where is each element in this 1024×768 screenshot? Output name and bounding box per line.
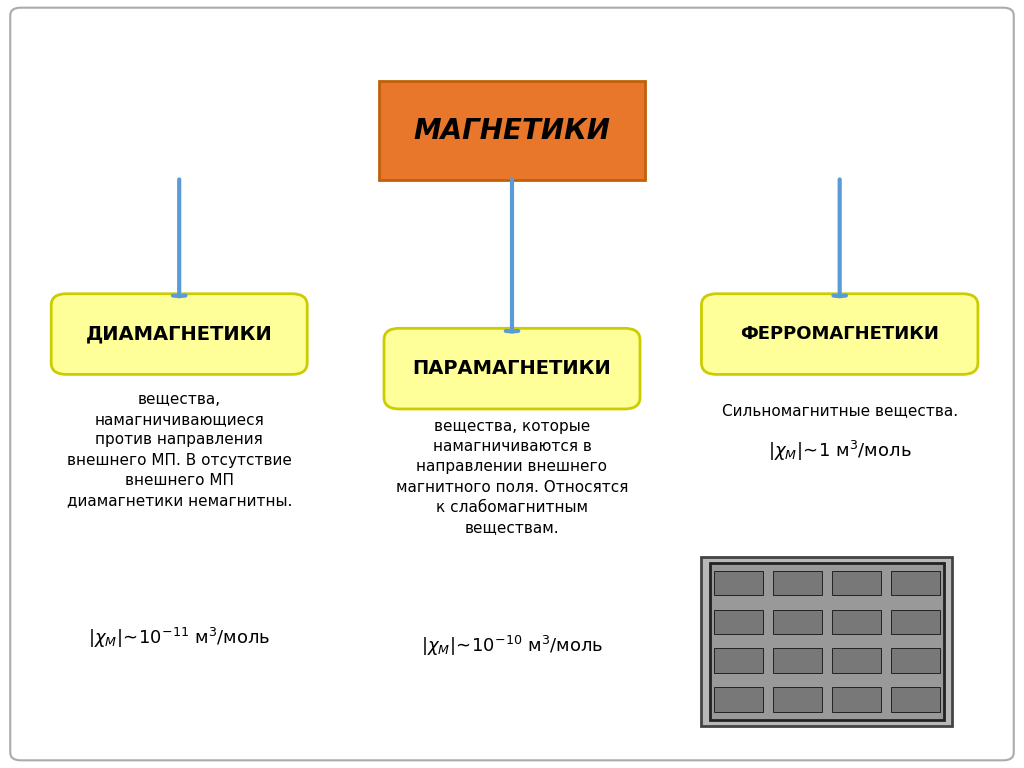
Bar <box>710 563 944 720</box>
Text: вещества, которые
намагничиваются в
направлении внешнего
магнитного поля. Относя: вещества, которые намагничиваются в напр… <box>396 419 628 535</box>
Bar <box>773 648 822 673</box>
Bar <box>831 610 881 634</box>
Bar <box>831 687 881 712</box>
FancyBboxPatch shape <box>384 329 640 409</box>
Bar <box>773 571 822 595</box>
Text: ФЕРРОМАГНЕТИКИ: ФЕРРОМАГНЕТИКИ <box>740 325 939 343</box>
Text: $|\chi_M|\!\sim\!10^{-11}$ м$^3$/моль: $|\chi_M|\!\sim\!10^{-11}$ м$^3$/моль <box>88 626 270 650</box>
Text: ПАРАМАГНЕТИКИ: ПАРАМАГНЕТИКИ <box>413 359 611 378</box>
Bar <box>891 648 940 673</box>
FancyBboxPatch shape <box>701 294 978 375</box>
FancyBboxPatch shape <box>379 81 645 180</box>
FancyBboxPatch shape <box>51 294 307 375</box>
Text: вещества,
намагничивающиеся
против направления
внешнего МП. В отсутствие
внешнег: вещества, намагничивающиеся против напра… <box>67 392 292 508</box>
Bar <box>773 687 822 712</box>
Bar <box>831 571 881 595</box>
Bar <box>891 571 940 595</box>
Bar <box>701 557 952 726</box>
Bar <box>831 648 881 673</box>
Bar <box>891 687 940 712</box>
Bar <box>714 571 763 595</box>
Text: $|\chi_M|\!\sim\!10^{-10}$ м$^3$/моль: $|\chi_M|\!\sim\!10^{-10}$ м$^3$/моль <box>421 634 603 657</box>
Bar <box>714 687 763 712</box>
Bar <box>891 610 940 634</box>
Bar <box>714 610 763 634</box>
Text: МАГНЕТИКИ: МАГНЕТИКИ <box>414 117 610 144</box>
Bar <box>773 610 822 634</box>
Text: Сильномагнитные вещества.: Сильномагнитные вещества. <box>722 403 957 419</box>
Text: $|\chi_M|\!\sim\! 1$ м$^3$/моль: $|\chi_M|\!\sim\! 1$ м$^3$/моль <box>768 439 911 463</box>
Text: ДИАМАГНЕТИКИ: ДИАМАГНЕТИКИ <box>86 325 272 343</box>
Bar <box>714 648 763 673</box>
